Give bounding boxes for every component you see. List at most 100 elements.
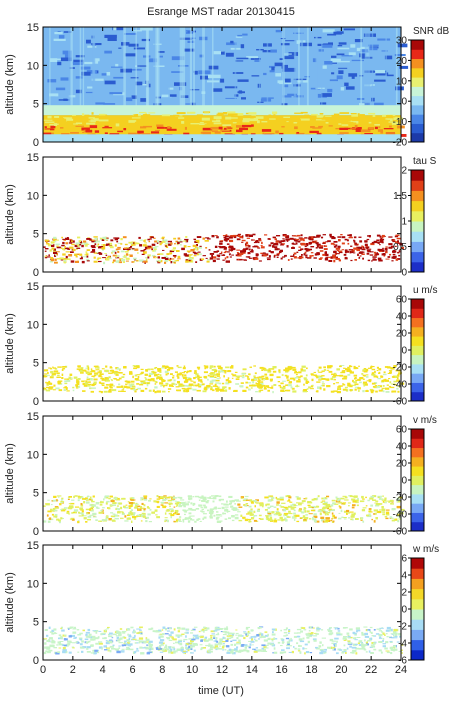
data-cell xyxy=(134,390,137,393)
data-cell xyxy=(193,381,196,384)
data-cell xyxy=(163,384,165,387)
data-cell xyxy=(218,382,222,385)
data-cell xyxy=(111,252,113,254)
data-cell xyxy=(182,509,187,511)
data-cell xyxy=(340,371,342,374)
snr-cell xyxy=(351,75,355,79)
colorbar-frame xyxy=(410,39,425,143)
data-cell xyxy=(386,636,389,638)
data-cell xyxy=(353,500,358,502)
data-cell xyxy=(158,241,162,243)
data-cell xyxy=(214,506,217,509)
snr-cell xyxy=(283,53,292,55)
data-cell xyxy=(90,638,95,641)
data-cell xyxy=(165,520,169,522)
data-cell xyxy=(44,239,49,242)
data-cell xyxy=(179,239,182,242)
snr-cell xyxy=(357,113,360,116)
data-cell xyxy=(188,516,191,519)
snr-cell xyxy=(113,76,124,79)
data-cell xyxy=(55,387,60,390)
data-cell xyxy=(98,630,102,632)
data-cell xyxy=(76,247,81,249)
data-cell xyxy=(315,646,318,649)
data-cell xyxy=(329,233,332,237)
data-cell xyxy=(95,652,97,654)
data-cell xyxy=(347,370,352,372)
data-cell xyxy=(227,370,232,373)
data-cell xyxy=(293,519,296,521)
colorbar-segment xyxy=(411,49,424,60)
data-cell xyxy=(182,372,185,374)
data-cell xyxy=(277,381,280,383)
data-cell xyxy=(55,499,58,502)
snr-cell xyxy=(53,38,66,41)
data-cell xyxy=(157,369,162,372)
data-cell xyxy=(316,243,321,246)
data-cell xyxy=(279,504,282,507)
data-cell xyxy=(145,257,148,259)
data-cell xyxy=(61,236,63,239)
data-cell xyxy=(253,378,257,381)
data-cell xyxy=(270,643,274,646)
snr-cell xyxy=(111,66,123,68)
data-cell xyxy=(246,513,249,515)
data-cell xyxy=(87,366,90,370)
data-cell xyxy=(361,631,364,634)
data-cell xyxy=(234,503,236,505)
y-tick-label: 10 xyxy=(27,190,39,202)
data-cell xyxy=(371,368,376,371)
data-cell xyxy=(137,252,139,254)
data-cell xyxy=(279,498,284,501)
snr-cell xyxy=(351,114,358,117)
data-cell xyxy=(93,252,97,254)
snr-cell xyxy=(83,129,87,132)
data-cell xyxy=(102,257,106,259)
data-cell xyxy=(318,366,322,369)
data-cell xyxy=(134,503,139,506)
y-axis-label: altitude (km) xyxy=(4,184,16,245)
data-cell xyxy=(60,627,62,630)
data-cell xyxy=(143,252,146,255)
data-cell xyxy=(369,497,374,500)
data-cell xyxy=(239,258,243,261)
data-cell xyxy=(186,628,190,630)
data-cell xyxy=(293,378,296,381)
data-cell xyxy=(396,377,399,380)
data-cell xyxy=(231,254,234,256)
y-axis-label: altitude (km) xyxy=(4,443,16,504)
data-cell xyxy=(69,505,74,507)
data-cell xyxy=(128,638,131,640)
snr-cell xyxy=(257,120,260,124)
data-cell xyxy=(185,236,188,238)
snr-cell xyxy=(194,70,198,75)
colorbar-segment xyxy=(411,363,424,374)
data-cell xyxy=(357,642,360,645)
snr-streak xyxy=(135,27,137,108)
snr-cell xyxy=(372,114,376,117)
data-cell xyxy=(343,370,346,372)
data-cell xyxy=(215,647,220,650)
data-cell xyxy=(213,514,216,517)
data-cell xyxy=(400,649,403,651)
snr-cell xyxy=(312,127,322,129)
data-cell xyxy=(183,389,186,392)
data-cell xyxy=(230,636,234,639)
data-cell xyxy=(55,253,58,256)
data-cell xyxy=(61,377,64,379)
colorbar-segment xyxy=(411,95,424,106)
data-cell xyxy=(352,504,356,507)
snr-streak xyxy=(371,27,374,108)
data-cell xyxy=(132,386,136,388)
data-cell xyxy=(298,249,302,251)
data-cell xyxy=(185,518,189,520)
data-cell xyxy=(71,243,75,246)
data-cell xyxy=(190,640,194,642)
snr-streak xyxy=(189,27,192,108)
data-cell xyxy=(92,630,97,632)
data-cell xyxy=(51,633,55,635)
data-cell xyxy=(51,641,56,644)
data-cell xyxy=(354,643,358,645)
data-cell xyxy=(76,629,80,631)
snr-cell xyxy=(280,43,290,46)
